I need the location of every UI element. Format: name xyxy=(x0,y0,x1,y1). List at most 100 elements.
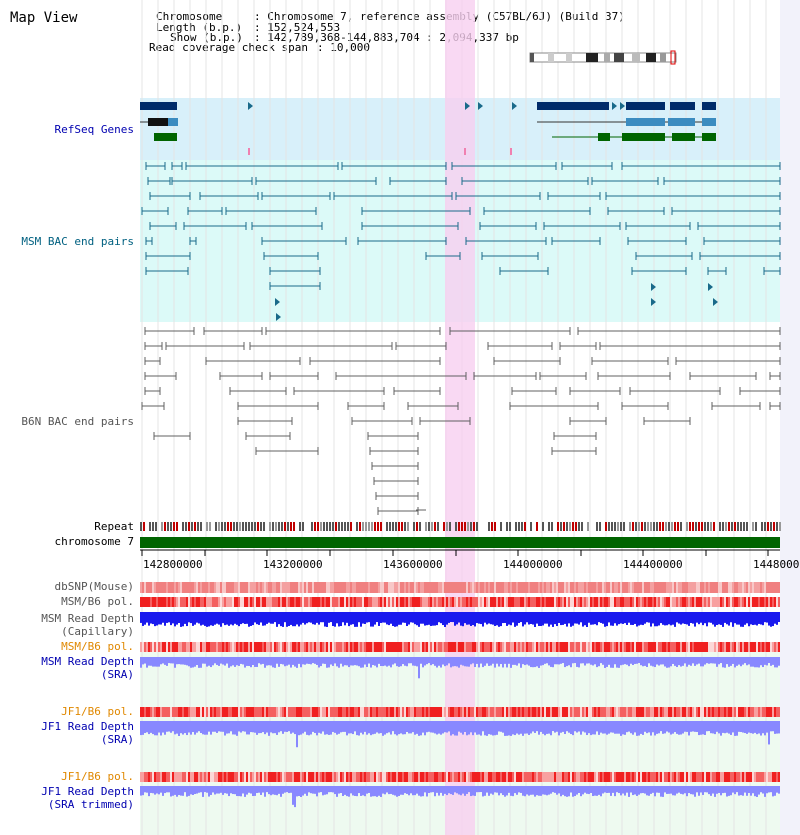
jf1-b6-pol-heat xyxy=(352,772,354,782)
msm-depth-sra xyxy=(448,657,450,664)
dbsnp-heat xyxy=(302,582,304,593)
jf1-depth-sra-trimmed xyxy=(560,786,562,797)
msm-depth-sra xyxy=(472,657,474,664)
dbsnp-heat xyxy=(170,582,172,593)
jf1-depth-sra-trimmed xyxy=(538,786,540,796)
msm-b6-pol-heat xyxy=(372,597,374,607)
jf1-depth-sra-trimmed xyxy=(220,786,222,793)
jf1-depth-sra-trimmed xyxy=(654,786,656,797)
jf1-b6-pol-heat xyxy=(254,772,256,782)
repeat-bar xyxy=(431,522,433,531)
jf1-b6-pol-heat xyxy=(756,707,758,717)
dbsnp-heat xyxy=(212,582,214,593)
jf1-depth-sra-trimmed xyxy=(248,786,250,793)
track-label-b6n-bac[interactable]: B6N BAC end pairs xyxy=(21,415,134,428)
jf1-depth-sra-trimmed xyxy=(266,786,268,793)
jf1-depth-sra xyxy=(632,721,634,735)
msm-b6-pol-heat xyxy=(430,597,432,607)
msm-b6-pol-heat xyxy=(456,597,458,607)
jf1-b6-pol-heat xyxy=(694,707,696,717)
dbsnp-heat xyxy=(476,582,478,593)
jf1-depth-sra xyxy=(478,721,480,735)
jf1-depth-sra xyxy=(350,721,352,734)
msm-depth-capillary xyxy=(466,612,468,625)
msm-b6-pol-heat xyxy=(678,597,680,607)
jf1-depth-sra-trimmed xyxy=(398,786,400,796)
jf1-depth-sra xyxy=(226,721,228,734)
msm-depth-sra xyxy=(656,657,658,665)
msm-depth-sra xyxy=(182,657,184,665)
msm-b6-pol-heat xyxy=(320,642,322,652)
jf1-b6-pol-heat xyxy=(442,772,444,782)
repeat-bar xyxy=(671,522,673,531)
msm-b6-pol-heat xyxy=(232,642,234,652)
msm-b6-pol-heat xyxy=(294,597,296,607)
msm-b6-pol-heat xyxy=(320,597,322,607)
dbsnp-heat xyxy=(734,582,736,593)
jf1-depth-sra xyxy=(160,721,162,736)
msm-depth-capillary xyxy=(516,612,518,626)
jf1-depth-sra-trimmed xyxy=(358,786,360,794)
msm-b6-pol-heat xyxy=(412,642,414,652)
msm-depth-sra xyxy=(158,657,160,667)
jf1-depth-sra-trimmed xyxy=(262,786,264,793)
jf1-b6-pol-heat xyxy=(622,772,624,782)
jf1-depth-sra xyxy=(710,721,712,734)
jf1-b6-pol-heat xyxy=(300,772,302,782)
jf1-depth-sra xyxy=(598,721,600,735)
track-label-msm-bac[interactable]: MSM BAC end pairs xyxy=(21,235,134,248)
msm-b6-pol-heat xyxy=(566,642,568,652)
jf1-depth-sra-trimmed xyxy=(492,786,494,795)
dbsnp-heat xyxy=(544,582,546,593)
dbsnp-heat xyxy=(740,582,742,593)
jf1-b6-pol-heat xyxy=(532,707,534,717)
dbsnp-heat xyxy=(678,582,680,593)
dbsnp-heat xyxy=(646,582,648,593)
msm-depth-capillary xyxy=(474,612,476,627)
jf1-b6-pol-heat xyxy=(378,707,380,717)
msm-b6-pol-heat xyxy=(612,642,614,652)
msm-b6-pol-heat xyxy=(628,642,630,652)
msm-b6-pol-heat xyxy=(378,642,380,652)
msm-depth-capillary xyxy=(414,612,416,625)
jf1-depth-sra-trimmed xyxy=(630,786,632,793)
jf1-depth-sra xyxy=(472,721,474,736)
msm-depth-capillary xyxy=(508,612,510,625)
msm-b6-pol-heat xyxy=(770,597,772,607)
jf1-b6-pol-heat xyxy=(498,772,500,782)
jf1-b6-pol-heat xyxy=(240,772,242,782)
jf1-b6-pol-heat xyxy=(192,772,194,782)
track-label-refseq[interactable]: RefSeq Genes xyxy=(54,123,134,136)
jf1-depth-sra xyxy=(334,721,336,733)
jf1-b6-pol-heat xyxy=(180,707,182,717)
msm-depth-capillary xyxy=(768,612,770,626)
jf1-b6-pol-heat xyxy=(730,772,732,782)
msm-b6-pol-heat xyxy=(262,642,264,652)
jf1-depth-sra xyxy=(196,721,198,733)
dbsnp-heat xyxy=(492,582,494,593)
repeat-bar xyxy=(530,522,532,531)
jf1-b6-pol-heat xyxy=(206,772,208,782)
dbsnp-heat xyxy=(242,582,244,593)
msm-depth-sra xyxy=(534,657,536,668)
msm-depth-sra xyxy=(330,657,332,665)
msm-depth-capillary xyxy=(416,612,418,626)
dbsnp-heat xyxy=(260,582,262,593)
jf1-b6-pol-heat xyxy=(216,772,218,782)
msm-b6-pol-heat xyxy=(648,642,650,652)
msm-depth-sra xyxy=(648,657,650,664)
jf1-b6-pol-heat xyxy=(352,707,354,717)
msm-b6-pol-heat xyxy=(596,597,598,607)
msm-depth-sra xyxy=(692,657,694,664)
dbsnp-heat xyxy=(330,582,332,593)
repeat-bar xyxy=(608,522,610,531)
jf1-depth-sra-trimmed xyxy=(778,786,780,794)
dbsnp-heat xyxy=(674,582,676,593)
jf1-b6-pol-heat xyxy=(278,772,280,782)
msm-b6-pol-heat xyxy=(614,597,616,607)
jf1-b6-pol-heat xyxy=(624,707,626,717)
msm-b6-pol-heat xyxy=(546,597,548,607)
repeat-bar xyxy=(476,522,478,531)
msm-depth-sra xyxy=(372,657,374,666)
